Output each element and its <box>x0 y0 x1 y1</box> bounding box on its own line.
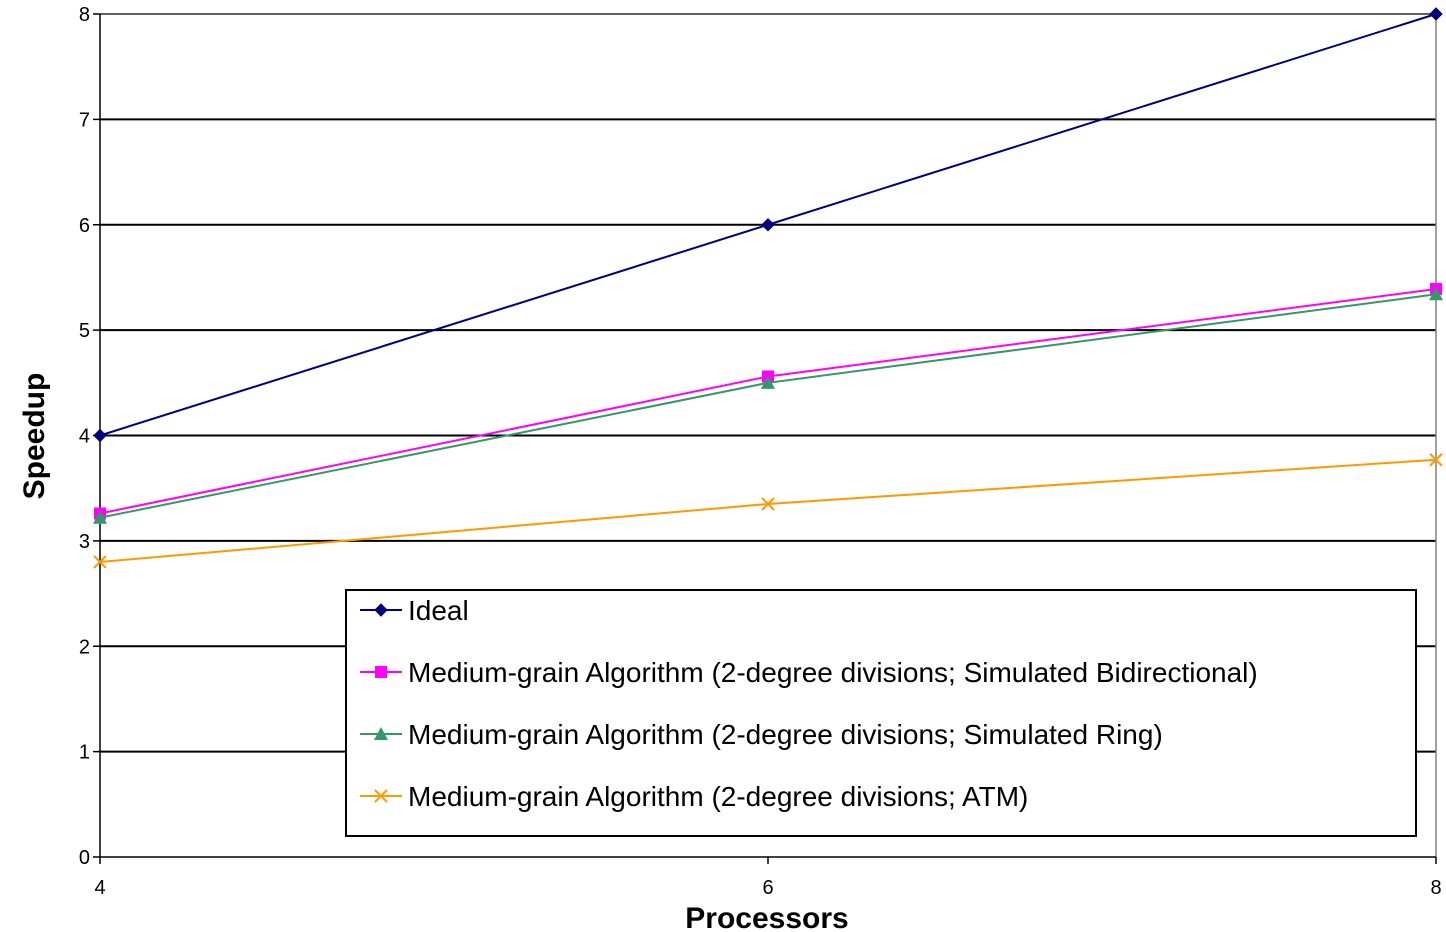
marker-stroke <box>1429 453 1443 467</box>
y-tick-label: 6 <box>79 215 90 237</box>
x-tick-label: 4 <box>94 877 105 899</box>
y-tick-label: 4 <box>79 426 90 448</box>
legend-box <box>345 589 1417 837</box>
data-point <box>1429 453 1443 467</box>
x-axis-title: Processors <box>685 902 848 932</box>
y-tick-label: 7 <box>79 109 90 131</box>
marker-stroke <box>761 497 775 511</box>
legend-item: Medium-grain Algorithm (2-degree divisio… <box>360 657 1258 688</box>
x-tick-labels: 4 6 8 <box>94 877 1441 899</box>
legend-swatch-marker <box>374 727 388 740</box>
x-tick-label: 8 <box>1430 877 1441 899</box>
data-point <box>1429 287 1443 301</box>
series-line <box>99 288 1437 515</box>
legend-label: Medium-grain Algorithm (2-degree divisio… <box>408 781 1028 812</box>
data-point <box>93 428 107 443</box>
y-axis-title: Speedup <box>18 373 51 500</box>
legend-item: Medium-grain Algorithm (2-degree divisio… <box>360 781 1028 812</box>
y-tick-label: 0 <box>79 847 90 869</box>
legend-swatch-marker <box>374 603 388 617</box>
series-line <box>99 293 1437 519</box>
data-point <box>761 375 775 389</box>
x-tick-label: 6 <box>762 877 773 899</box>
legend-label: Ideal <box>408 595 469 626</box>
legend: Ideal Medium-grain Algorithm (2-degree di… <box>345 589 1417 837</box>
series-1 <box>94 283 1442 520</box>
series-0 <box>93 7 1443 443</box>
legend-item: Medium-grain Algorithm (2-degree divisio… <box>360 719 1163 750</box>
legend-item: Ideal <box>360 595 469 626</box>
series-lines <box>93 7 1443 569</box>
series-2 <box>93 287 1443 524</box>
y-tick-label: 5 <box>79 320 90 342</box>
data-point <box>761 497 775 511</box>
marker-stroke <box>374 789 388 803</box>
legend-swatch-marker <box>375 666 387 678</box>
y-tick-label: 3 <box>79 531 90 553</box>
y-tick-label: 8 <box>79 4 90 26</box>
series-3 <box>93 453 1443 569</box>
legend-swatch-marker <box>374 789 388 803</box>
data-point <box>1429 7 1443 21</box>
legend-label: Medium-grain Algorithm (2-degree divisio… <box>408 657 1258 688</box>
series-line <box>99 458 1437 563</box>
y-tick-label: 2 <box>79 636 90 658</box>
marker-stroke <box>93 555 107 569</box>
y-tick-label: 1 <box>79 742 90 764</box>
legend-label: Medium-grain Algorithm (2-degree divisio… <box>408 719 1163 750</box>
data-point <box>93 555 107 569</box>
data-point <box>93 510 107 524</box>
data-point <box>761 218 775 232</box>
y-tick-labels: 0 1 2 3 4 5 6 7 8 <box>79 4 90 869</box>
